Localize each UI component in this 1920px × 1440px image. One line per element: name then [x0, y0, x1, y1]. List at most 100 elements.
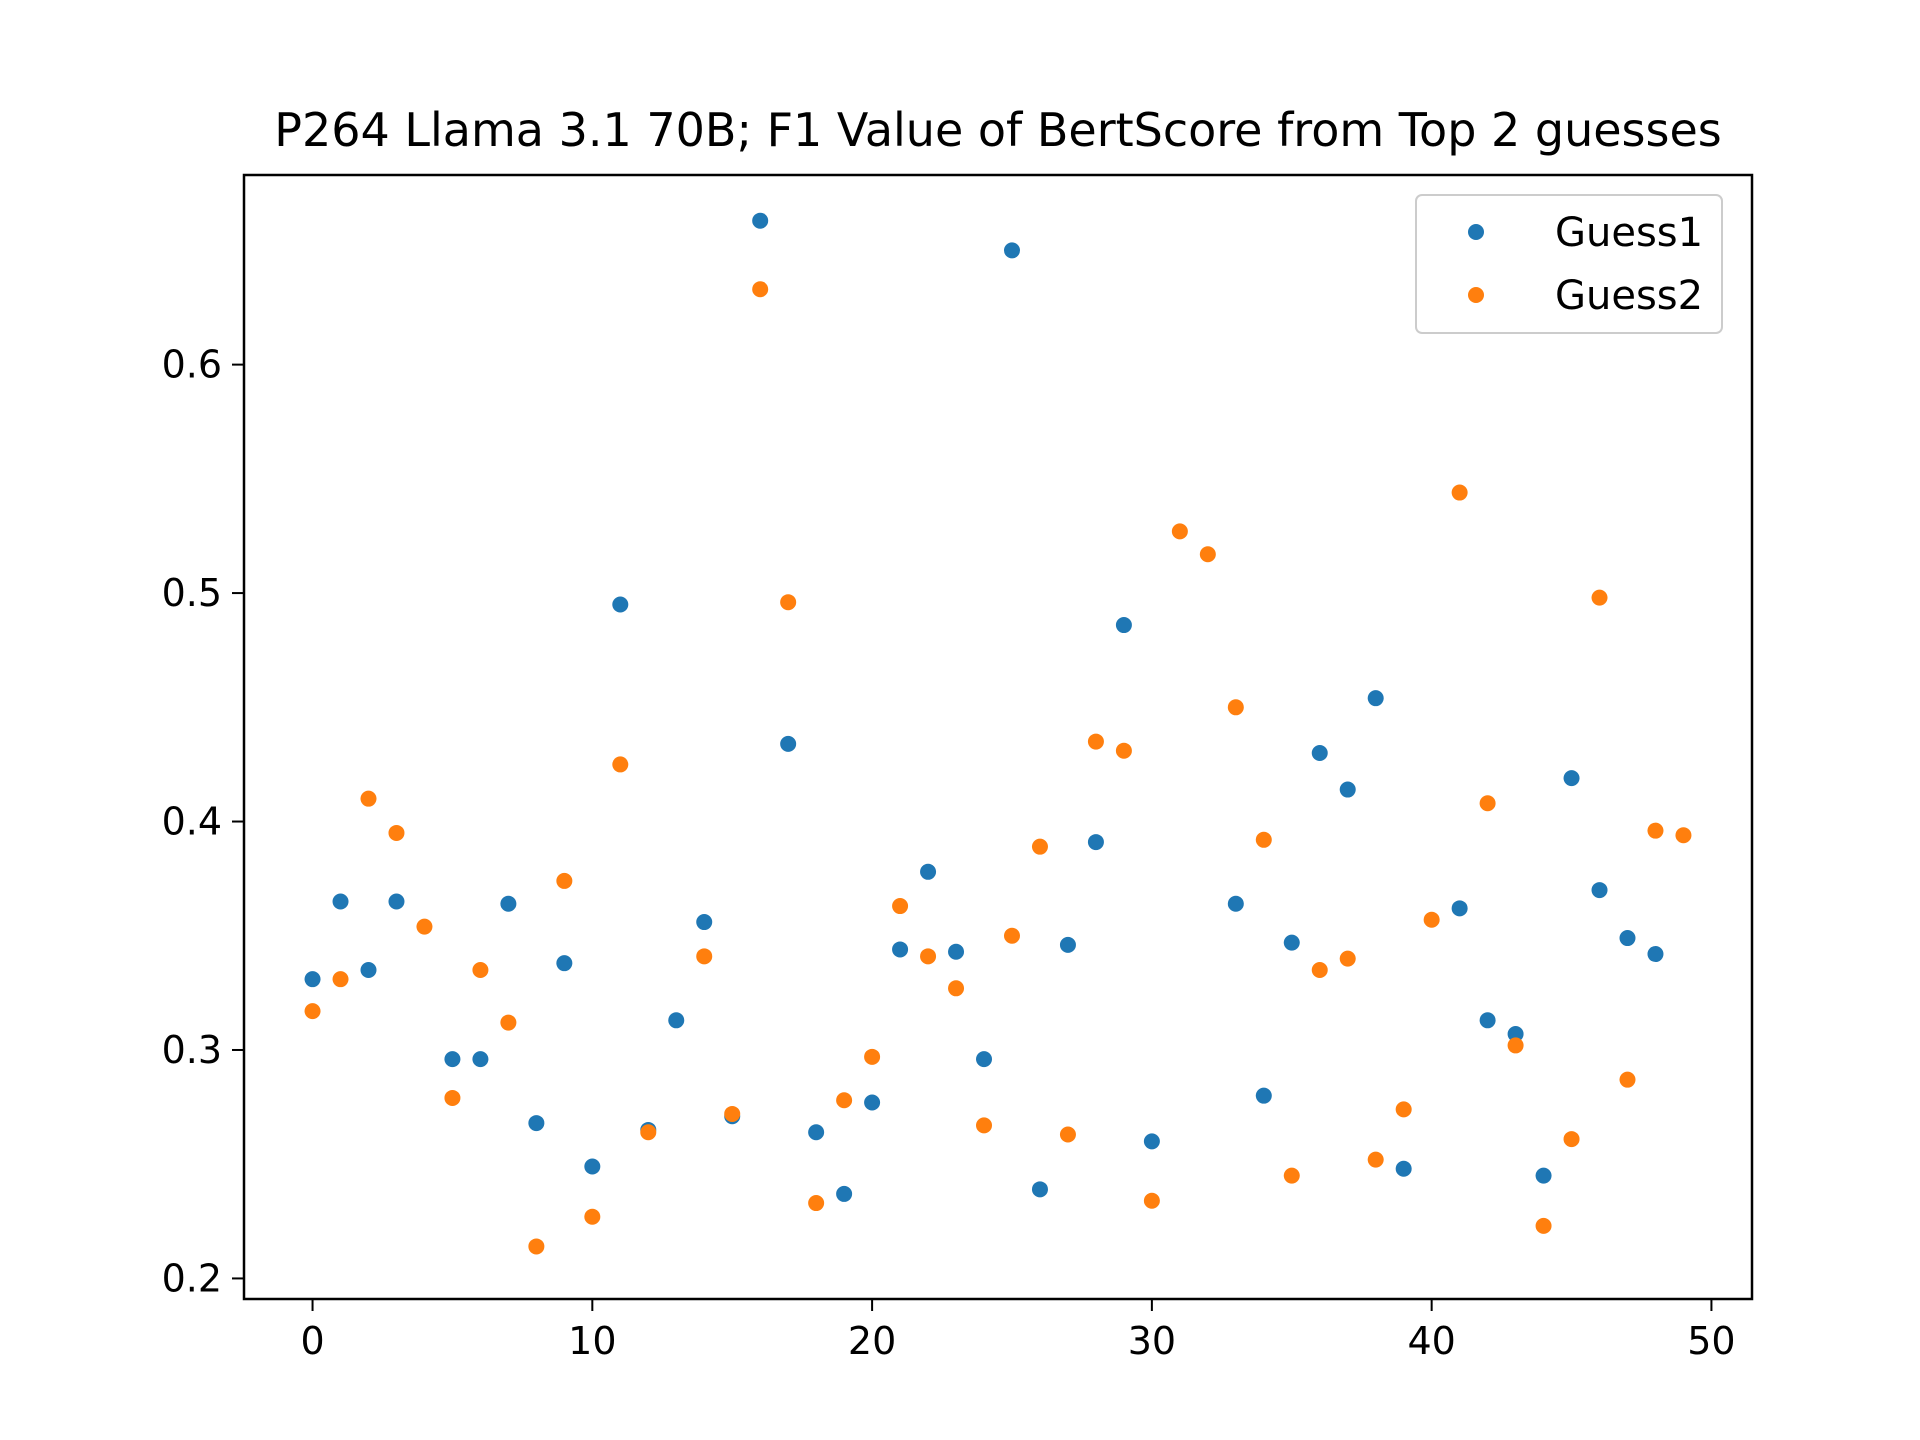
data-point [1619, 1071, 1636, 1088]
data-point [528, 1115, 545, 1132]
data-point [1367, 1151, 1384, 1168]
data-point [892, 898, 909, 915]
data-point [696, 914, 713, 931]
axes-layer: 0 10 20 30 40 50 0.2 0.3 0.4 0.5 0.6 [162, 343, 1736, 1363]
legend-label: Guess2 [1555, 273, 1703, 319]
data-point [920, 863, 937, 880]
data-point [1591, 882, 1608, 899]
data-point [444, 1089, 461, 1106]
data-point [808, 1124, 825, 1141]
series-guess2 [304, 281, 1692, 1255]
y-tick-label: 0.4 [162, 800, 222, 844]
data-point [948, 980, 965, 997]
data-point [1059, 936, 1076, 953]
data-point [1563, 1131, 1580, 1148]
data-point [388, 824, 405, 841]
data-point [612, 596, 629, 613]
y-tick-label: 0.3 [162, 1028, 222, 1072]
legend-marker [1468, 224, 1484, 240]
points-layer [304, 212, 1692, 1255]
data-point [1227, 699, 1244, 716]
data-point [836, 1185, 853, 1202]
data-point [1115, 742, 1132, 759]
data-point [1059, 1126, 1076, 1143]
data-point [1199, 546, 1216, 563]
y-tick-label: 0.5 [162, 571, 222, 615]
data-point [1675, 827, 1692, 844]
data-point [1087, 834, 1104, 851]
data-point [1283, 934, 1300, 951]
data-point [1339, 950, 1356, 967]
data-point [556, 955, 573, 972]
data-point [1535, 1167, 1552, 1184]
data-point [1535, 1217, 1552, 1234]
data-point [1647, 946, 1664, 963]
data-point [1143, 1192, 1160, 1209]
data-point [360, 790, 377, 807]
data-point [1423, 911, 1440, 928]
data-point [500, 1014, 517, 1031]
plot-frame [242, 173, 1754, 1301]
data-point [1507, 1037, 1524, 1054]
data-point [388, 893, 405, 910]
legend-marker [1468, 287, 1484, 303]
data-point [1563, 770, 1580, 787]
data-point [1451, 484, 1468, 501]
data-point [416, 918, 433, 935]
data-point [780, 594, 797, 611]
data-point [864, 1094, 881, 1111]
data-point [332, 971, 349, 988]
data-point [1507, 1025, 1524, 1042]
data-point [1479, 1012, 1496, 1029]
x-tick-label: 10 [568, 1319, 616, 1363]
data-point [1003, 242, 1020, 259]
data-point [1255, 1087, 1272, 1104]
data-point [752, 212, 769, 229]
data-point [1451, 900, 1468, 917]
data-point [1647, 822, 1664, 839]
data-point [1255, 831, 1272, 848]
data-point [1395, 1101, 1412, 1118]
data-point [1311, 962, 1328, 979]
data-point [1619, 930, 1636, 947]
chart-title: P264 Llama 3.1 70B; F1 Value of BertScor… [274, 103, 1722, 157]
data-point [976, 1117, 993, 1134]
data-point [808, 1195, 825, 1212]
data-point [1087, 733, 1104, 750]
data-point [1367, 690, 1384, 707]
data-point [892, 941, 909, 958]
x-tick-label: 20 [848, 1319, 896, 1363]
data-point [332, 893, 349, 910]
x-tick-label: 50 [1687, 1319, 1735, 1363]
data-point [780, 735, 797, 752]
data-point [1283, 1167, 1300, 1184]
data-point [864, 1048, 881, 1065]
data-point [1479, 795, 1496, 812]
data-point [1031, 1181, 1048, 1198]
data-point [1115, 617, 1132, 634]
data-point [668, 1012, 685, 1029]
data-point [472, 962, 489, 979]
data-point [528, 1238, 545, 1255]
data-point [948, 943, 965, 960]
data-point [836, 1092, 853, 1109]
data-point [304, 971, 321, 988]
data-point [724, 1105, 741, 1122]
x-tick-label: 30 [1128, 1319, 1176, 1363]
data-point [556, 872, 573, 889]
x-tick-label: 40 [1407, 1319, 1455, 1363]
y-tick-label: 0.2 [162, 1256, 222, 1300]
legend-box [1415, 194, 1723, 334]
data-point [920, 948, 937, 965]
data-point [1339, 781, 1356, 798]
data-point [612, 756, 629, 773]
data-point [1591, 589, 1608, 606]
legend: Guess1 Guess2 [1415, 194, 1723, 334]
data-point [1227, 895, 1244, 912]
data-point [360, 962, 377, 979]
legend-label: Guess1 [1555, 210, 1703, 256]
data-point [752, 281, 769, 298]
y-tick-label: 0.6 [162, 343, 222, 387]
data-point [584, 1208, 601, 1225]
